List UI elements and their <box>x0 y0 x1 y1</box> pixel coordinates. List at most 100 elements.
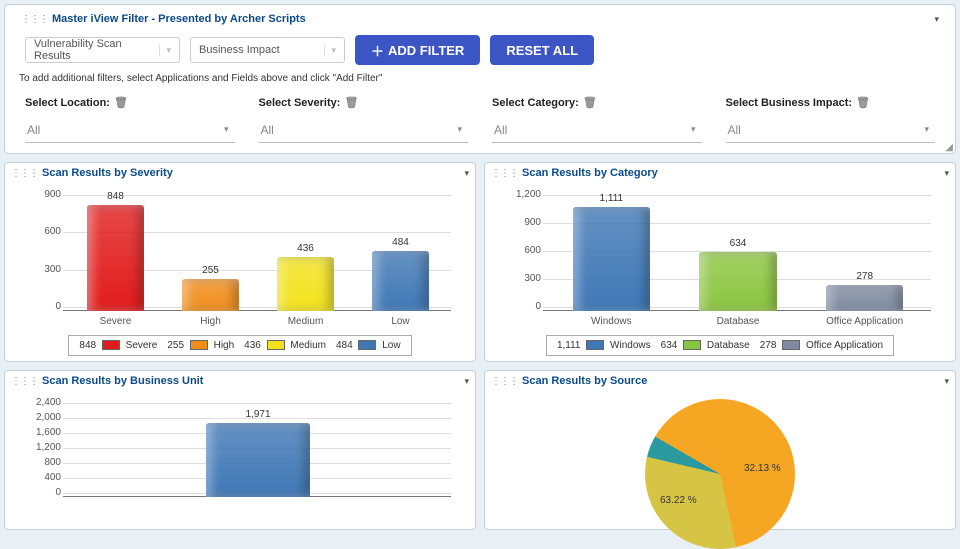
filter-column: Select Category: 🗑 All ▾ <box>492 96 702 143</box>
severity-chart-panel: ⋮⋮⋮ Scan Results by Severity ▾ 030060090… <box>4 162 476 362</box>
filter-select[interactable]: All ▾ <box>492 117 702 143</box>
source-chart-title: Scan Results by Source <box>522 375 647 387</box>
panel-collapse-icon[interactable]: ▾ <box>464 168 469 179</box>
legend-swatch <box>102 340 120 350</box>
source-pie-chart: 63.22 %32.13 % <box>485 399 955 549</box>
bar[interactable]: 1,111 <box>573 207 650 311</box>
bar-value: 1,111 <box>573 193 650 204</box>
chevron-down-icon: ▾ <box>159 45 171 56</box>
bar-slot: 1,111Windows <box>551 207 672 311</box>
drag-handle-icon[interactable]: ⋮⋮⋮ <box>491 376 518 387</box>
panel-collapse-icon[interactable]: ▾ <box>944 168 949 179</box>
application-select-value: Vulnerability Scan Results <box>34 38 153 62</box>
application-select[interactable]: Vulnerability Scan Results ▾ <box>25 37 180 63</box>
filter-label: Select Severity: 🗑 <box>259 96 469 109</box>
bar-category: Database <box>678 316 799 327</box>
bar-category: Medium <box>261 316 350 327</box>
panel-collapse-icon[interactable]: ▾ <box>944 376 949 387</box>
filter-panel-title: Master iView Filter - Presented by Arche… <box>52 13 306 25</box>
bar-slot: 255High <box>166 279 255 311</box>
filters-grid: Select Location: 🗑 All ▾ Select Severity… <box>15 96 945 143</box>
bar[interactable]: 1,971 <box>206 423 311 497</box>
field-select[interactable]: Business Impact ▾ <box>190 37 345 63</box>
bar-category: Low <box>356 316 445 327</box>
legend-item: 1,111 Windows <box>557 340 651 351</box>
bar-slot: 848Severe <box>71 205 160 311</box>
y-axis-label: 0 <box>25 487 61 498</box>
filter-controls-row: Vulnerability Scan Results ▾ Business Im… <box>25 35 945 65</box>
filter-select[interactable]: All ▾ <box>726 117 936 143</box>
y-axis-label: 1,200 <box>25 442 61 453</box>
legend-item: 255 High <box>167 340 234 351</box>
bar[interactable]: 278 <box>826 285 903 311</box>
panel-collapse-icon[interactable]: ▾ <box>934 14 939 25</box>
filter-select[interactable]: All ▾ <box>25 117 235 143</box>
bar-value: 634 <box>699 238 776 249</box>
filter-select-value: All <box>27 123 40 137</box>
filter-select[interactable]: All ▾ <box>259 117 469 143</box>
filter-select-value: All <box>728 123 741 137</box>
y-axis-label: 800 <box>25 457 61 468</box>
y-axis-label: 0 <box>505 301 541 312</box>
drag-handle-icon[interactable]: ⋮⋮⋮ <box>11 376 38 387</box>
filter-label: Select Category: 🗑 <box>492 96 702 109</box>
y-axis-label: 1,600 <box>25 427 61 438</box>
trash-icon[interactable]: 🗑 <box>856 96 870 109</box>
filter-select-value: All <box>494 123 507 137</box>
bar[interactable]: 436 <box>277 257 334 311</box>
field-select-value: Business Impact <box>199 44 280 56</box>
bar-value: 278 <box>826 271 903 282</box>
legend-swatch <box>782 340 800 350</box>
filter-hint-text: To add additional filters, select Applic… <box>19 73 945 84</box>
resize-handle-icon[interactable]: ◢ <box>945 142 953 153</box>
trash-icon[interactable]: 🗑 <box>344 96 358 109</box>
bar[interactable]: 848 <box>87 205 144 311</box>
severity-chart: 0300600900848Severe255High436Medium484Lo… <box>15 189 465 329</box>
bar-value: 255 <box>182 265 239 276</box>
y-axis-label: 0 <box>25 301 61 312</box>
filter-label: Select Location: 🗑 <box>25 96 235 109</box>
y-axis-label: 2,000 <box>25 412 61 423</box>
drag-handle-icon[interactable]: ⋮⋮⋮ <box>11 168 38 179</box>
bar-slot: 1,971BU-1 <box>71 423 445 497</box>
drag-handle-icon[interactable]: ⋮⋮⋮ <box>21 14 48 25</box>
bar-slot: 436Medium <box>261 257 350 311</box>
y-axis-label: 600 <box>505 245 541 256</box>
y-axis-label: 2,400 <box>25 397 61 408</box>
legend-item: 484 Low <box>336 340 401 351</box>
category-legend: 1,111 Windows 634 Database 278 Office Appl… <box>546 335 894 356</box>
filter-panel: ⋮⋮⋮ Master iView Filter - Presented by A… <box>4 4 956 154</box>
bu-chart: 04008001,2001,6002,0002,4001,971BU-1 <box>15 397 465 515</box>
trash-icon[interactable]: 🗑 <box>583 96 597 109</box>
legend-item: 848 Severe <box>79 340 157 351</box>
bar[interactable]: 634 <box>699 252 776 311</box>
y-axis-label: 300 <box>25 264 61 275</box>
legend-item: 634 Database <box>661 340 750 351</box>
pie-chart[interactable] <box>645 399 795 549</box>
bar-category: Severe <box>71 316 160 327</box>
reset-all-button[interactable]: RESET ALL <box>490 35 594 65</box>
severity-legend: 848 Severe255 High436 Medium484 Low <box>68 335 411 356</box>
bar-value: 484 <box>372 237 429 248</box>
category-chart: 03006009001,2001,111Windows634Database27… <box>495 189 945 329</box>
trash-icon[interactable]: 🗑 <box>114 96 128 109</box>
chevron-down-icon: ▾ <box>457 124 462 135</box>
legend-item: 278 Office Application <box>760 340 883 351</box>
source-chart-panel: ⋮⋮⋮ Scan Results by Source ▾ 63.22 %32.1… <box>484 370 956 530</box>
y-axis-label: 1,200 <box>505 189 541 200</box>
bar-slot: 484Low <box>356 251 445 311</box>
bar-category: Office Application <box>804 316 925 327</box>
bar[interactable]: 255 <box>182 279 239 311</box>
bar[interactable]: 484 <box>372 251 429 311</box>
filter-label: Select Business Impact: 🗑 <box>726 96 936 109</box>
category-chart-panel: ⋮⋮⋮ Scan Results by Category ▾ 030060090… <box>484 162 956 362</box>
bar-value: 1,971 <box>206 409 311 420</box>
add-filter-button[interactable]: ＋ ADD FILTER <box>355 35 480 65</box>
panel-collapse-icon[interactable]: ▾ <box>464 376 469 387</box>
category-chart-title: Scan Results by Category <box>522 167 658 179</box>
drag-handle-icon[interactable]: ⋮⋮⋮ <box>491 168 518 179</box>
filter-column: Select Business Impact: 🗑 All ▾ <box>726 96 936 143</box>
bu-chart-panel: ⋮⋮⋮ Scan Results by Business Unit ▾ 0400… <box>4 370 476 530</box>
filter-column: Select Severity: 🗑 All ▾ <box>259 96 469 143</box>
gridline <box>63 403 451 404</box>
